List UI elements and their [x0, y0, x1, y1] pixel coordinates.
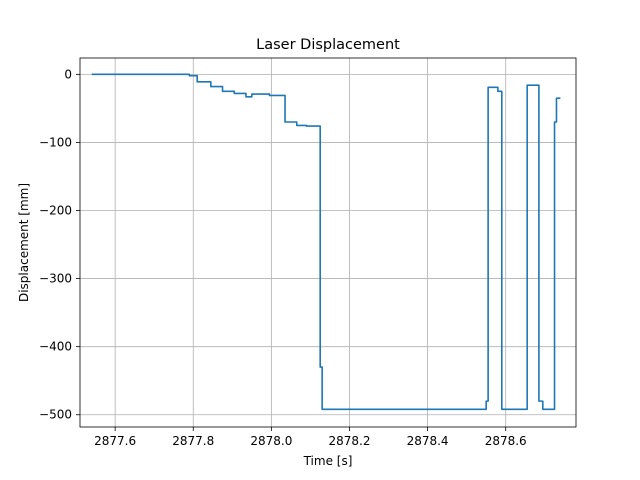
- plot-frame: [79, 57, 577, 428]
- y-axis-label: Displacement [mm]: [17, 183, 31, 302]
- x-tick-label: 2877.8: [172, 434, 214, 448]
- series-line: [91, 73, 561, 411]
- y-tick-label: 0: [64, 67, 72, 81]
- x-tick-label: 2878.0: [250, 434, 292, 448]
- x-axis-label: Time [s]: [303, 454, 353, 468]
- chart-title: Laser Displacement: [256, 37, 400, 53]
- y-tick-label: −200: [39, 204, 72, 218]
- x-tick-label: 2877.6: [94, 434, 136, 448]
- y-tick-label: −400: [39, 340, 72, 354]
- grid-lines: [80, 58, 576, 427]
- x-tick-label: 2878.2: [328, 434, 370, 448]
- x-tick-label: 2878.4: [407, 434, 449, 448]
- y-tick-label: −500: [39, 408, 72, 422]
- series-layer: [91, 73, 561, 411]
- y-axis: 0 −100 −200 −300 −400 −500: [39, 67, 80, 422]
- y-tick-label: −100: [39, 135, 72, 149]
- x-tick-label: 2878.6: [485, 434, 527, 448]
- x-axis: 2877.6 2877.8 2878.0 2878.2 2878.4 2878.6: [94, 427, 527, 448]
- y-tick-label: −300: [39, 272, 72, 286]
